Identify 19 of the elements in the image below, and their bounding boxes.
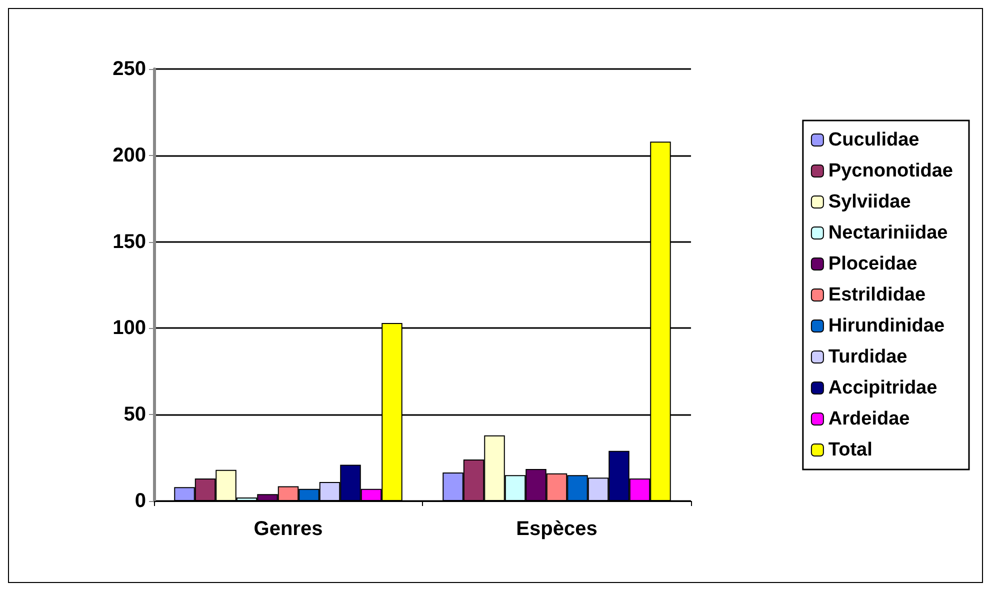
y-tick-label: 250: [112, 58, 146, 80]
legend-label: Ploceidae: [828, 254, 918, 274]
x-tick-label: Genres: [254, 518, 323, 540]
legend-label: Sylviidae: [828, 192, 911, 212]
y-tick-label: 100: [112, 317, 146, 340]
legend-label: Total: [828, 440, 872, 460]
legend-label: Nectariniidae: [828, 222, 948, 244]
legend-label: Accipitridae: [828, 378, 938, 398]
y-tick-label: 50: [124, 404, 146, 426]
y-tick-label: 200: [112, 144, 146, 166]
y-tick-label: 150: [112, 230, 146, 253]
legend-label: Ardeidae: [828, 408, 910, 430]
x-tick-label: Espèces: [516, 518, 598, 540]
legend-label: Hirundinidae: [828, 316, 945, 336]
legend-label: Cuculidae: [828, 130, 920, 150]
legend-label: Turdidae: [828, 346, 908, 368]
legend-label: Estrildidae: [828, 284, 926, 306]
legend-label: Pycnonotidae: [828, 160, 953, 182]
y-tick-label: 0: [134, 490, 146, 512]
